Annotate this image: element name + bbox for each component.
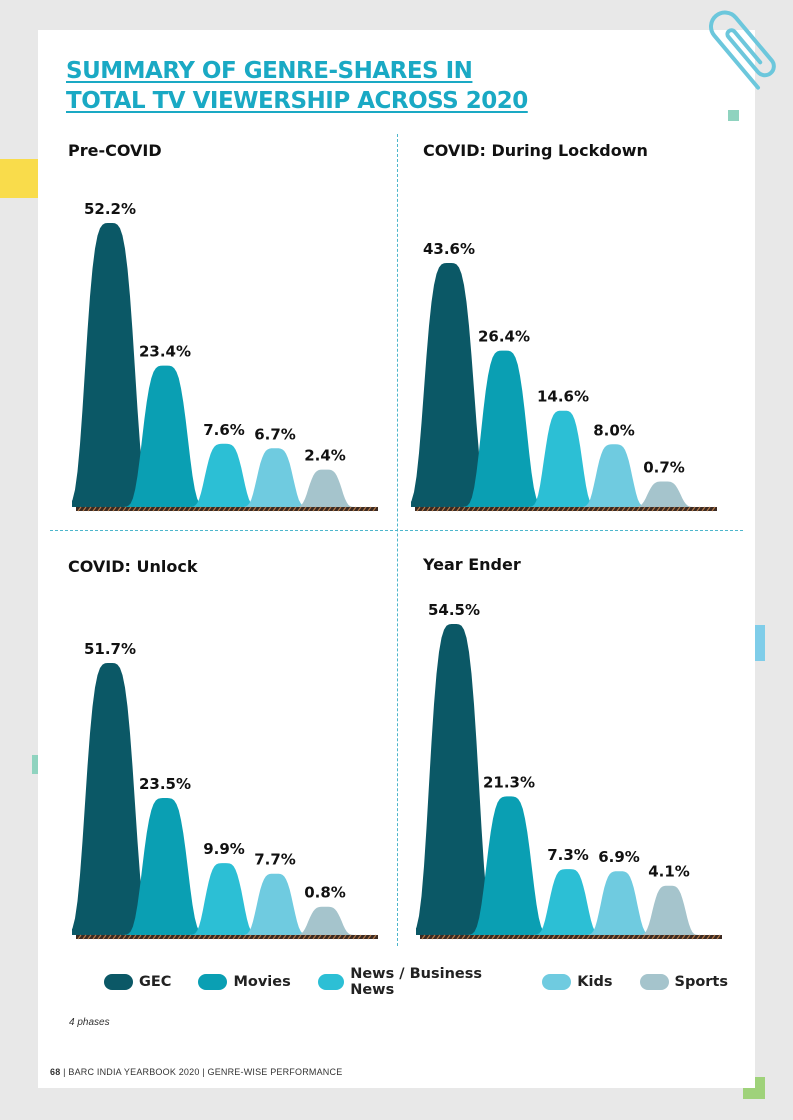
chart-pre-covid: 52.2% 23.4% 7.6% 6.7% 2.4% bbox=[72, 200, 378, 512]
legend-swatch-news bbox=[317, 974, 345, 990]
peak-sports bbox=[285, 906, 365, 935]
small-teal-square-decoration bbox=[728, 110, 739, 121]
chart-year-ender: 54.5% 21.3% 7.3% 6.9% 4.1% bbox=[416, 601, 722, 940]
legend-label-gec: GEC bbox=[139, 974, 172, 990]
value-label-kids: 6.9% bbox=[598, 848, 640, 866]
panel-title-lockdown: COVID: During Lockdown bbox=[423, 141, 648, 160]
baseline bbox=[420, 935, 722, 939]
value-label-movies: 21.3% bbox=[483, 773, 535, 791]
value-label-movies: 23.5% bbox=[139, 775, 191, 793]
baseline bbox=[76, 507, 378, 511]
phases-note: 4 phases bbox=[69, 1017, 110, 1028]
value-label-gec: 54.5% bbox=[428, 601, 480, 619]
legend-label-news: News / Business News bbox=[350, 966, 482, 998]
legend-item-gec: GEC bbox=[104, 974, 171, 990]
value-label-news: 7.3% bbox=[547, 846, 589, 864]
page-number: 68 bbox=[50, 1067, 61, 1077]
value-label-gec: 43.6% bbox=[423, 240, 475, 258]
value-label-kids: 7.7% bbox=[254, 851, 296, 869]
peak-news bbox=[178, 443, 270, 507]
title-line-2: TOTAL TV VIEWERSHIP ACROSS 2020 bbox=[66, 88, 528, 114]
legend-label-kids: Kids bbox=[577, 974, 613, 990]
peak-kids bbox=[575, 871, 663, 935]
chart-unlock: 51.7% 23.5% 9.9% 7.7% 0.8% bbox=[72, 640, 378, 940]
peak-sports bbox=[629, 885, 709, 935]
horizontal-divider bbox=[50, 530, 743, 531]
peak-movies bbox=[454, 796, 564, 935]
footer: 68 | BARC INDIA YEARBOOK 2020 | GENRE-WI… bbox=[50, 1067, 342, 1077]
value-label-movies: 23.4% bbox=[139, 343, 191, 361]
peak-gec bbox=[416, 624, 514, 935]
peak-news bbox=[517, 410, 609, 507]
page: SUMMARY OF GENRE-SHARES IN TOTAL TV VIEW… bbox=[38, 10, 776, 1088]
legend-item-news: News / Business News bbox=[317, 966, 516, 998]
legend-label-sports: Sports bbox=[674, 974, 729, 990]
paperclip-icon bbox=[709, 10, 776, 90]
legend-item-movies: Movies bbox=[198, 974, 291, 990]
peak-movies bbox=[110, 365, 220, 507]
peak-kids bbox=[570, 444, 658, 507]
legend-label-movies: Movies bbox=[233, 974, 291, 990]
baseline-hatch bbox=[77, 934, 377, 940]
yellow-square-decoration bbox=[0, 159, 38, 198]
baseline-hatch bbox=[416, 506, 716, 512]
vertical-divider bbox=[397, 134, 398, 946]
value-label-sports: 2.4% bbox=[304, 447, 346, 465]
legend-item-sports: Sports bbox=[639, 974, 729, 990]
value-label-sports: 0.8% bbox=[304, 884, 346, 902]
footer-text: | BARC INDIA YEARBOOK 2020 | GENRE-WISE … bbox=[63, 1067, 343, 1077]
peak-news bbox=[178, 863, 270, 935]
legend-swatch-gec bbox=[104, 974, 133, 990]
panel-title-year-ender: Year Ender bbox=[423, 555, 521, 574]
legend-swatch-sports bbox=[639, 974, 669, 990]
panel-title-unlock: COVID: Unlock bbox=[68, 557, 198, 576]
baseline-hatch bbox=[421, 934, 721, 940]
peak-kids bbox=[231, 448, 319, 507]
peak-kids bbox=[231, 873, 319, 935]
legend-item-kids: Kids bbox=[542, 974, 613, 990]
title-line-1: SUMMARY OF GENRE-SHARES IN bbox=[66, 58, 473, 84]
peak-sports bbox=[624, 481, 704, 507]
page-title: SUMMARY OF GENRE-SHARES IN TOTAL TV VIEW… bbox=[66, 56, 528, 116]
value-label-kids: 8.0% bbox=[593, 421, 635, 439]
value-label-kids: 6.7% bbox=[254, 425, 296, 443]
value-label-movies: 26.4% bbox=[478, 328, 530, 346]
value-label-news: 7.6% bbox=[203, 421, 245, 439]
value-label-gec: 51.7% bbox=[84, 640, 136, 658]
peak-gec bbox=[411, 263, 509, 507]
peak-sports bbox=[285, 469, 365, 507]
value-label-news: 9.9% bbox=[203, 840, 245, 858]
peak-gec bbox=[72, 663, 170, 935]
chart-lockdown: 43.6% 26.4% 14.6%8.0% 0.7% bbox=[411, 240, 717, 512]
peak-movies bbox=[110, 798, 220, 935]
value-label-sports: 0.7% bbox=[643, 458, 685, 476]
baseline bbox=[415, 507, 717, 511]
baseline-hatch bbox=[77, 506, 377, 512]
peak-gec bbox=[72, 223, 170, 507]
value-label-news: 14.6% bbox=[537, 388, 589, 406]
legend-swatch-kids bbox=[542, 974, 572, 990]
peak-news bbox=[522, 869, 614, 935]
panel-title-pre-covid: Pre-COVID bbox=[68, 141, 162, 160]
value-label-sports: 4.1% bbox=[648, 863, 690, 881]
legend-swatch-movies bbox=[198, 974, 228, 990]
value-label-gec: 52.2% bbox=[84, 200, 136, 218]
peak-movies bbox=[449, 350, 559, 507]
baseline bbox=[76, 935, 378, 939]
legend: GEC Movies News / Business News Kids Spo… bbox=[104, 966, 755, 998]
